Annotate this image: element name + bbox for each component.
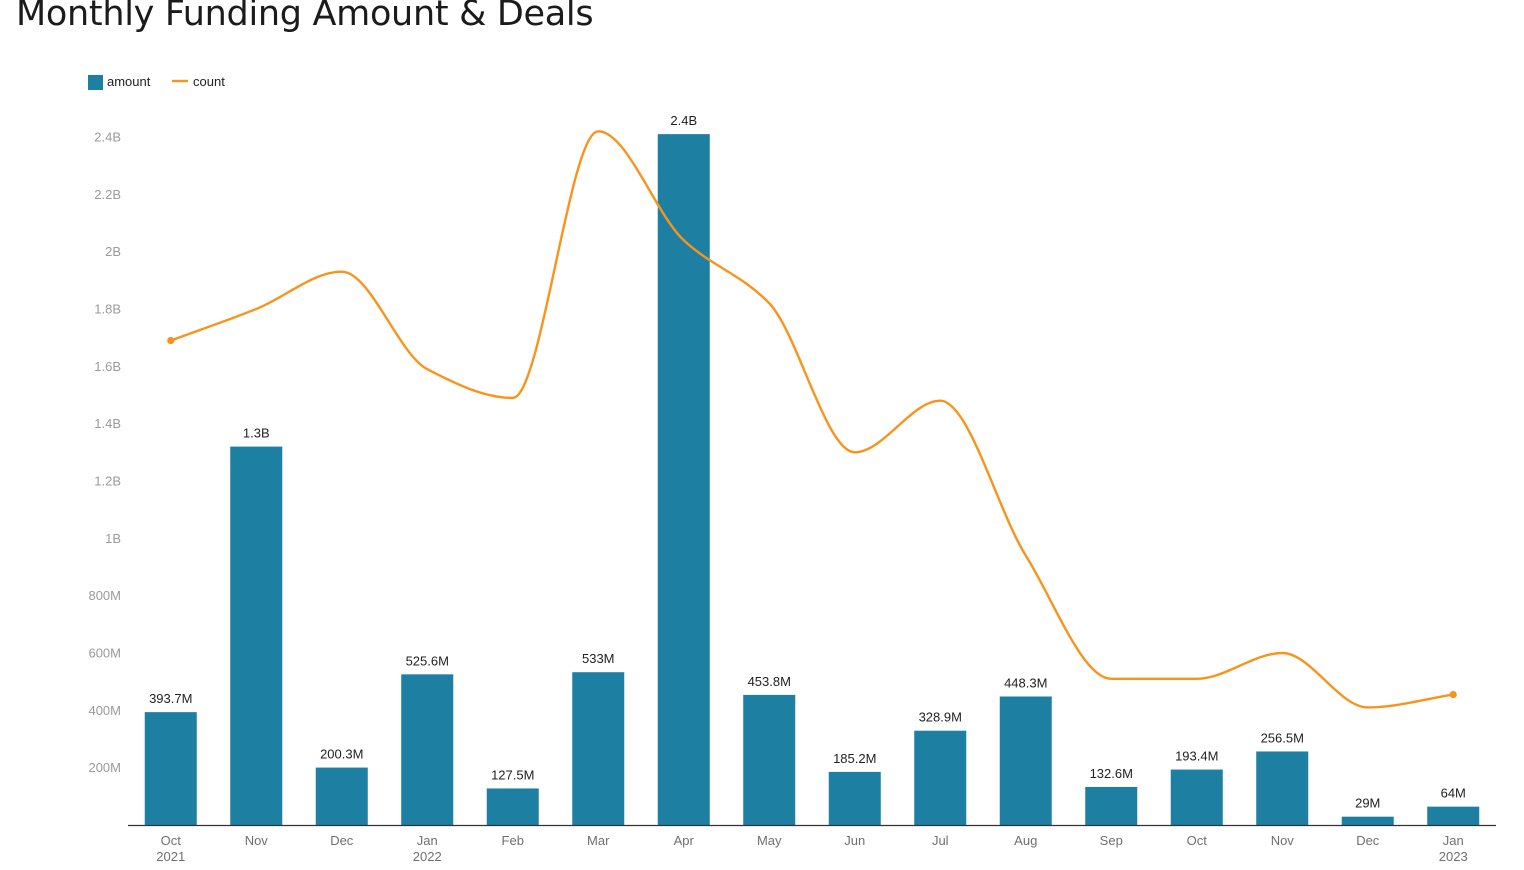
y-tick-label: 1.2B — [94, 474, 121, 489]
chart-title: Monthly Funding Amount & Deals — [16, 0, 594, 34]
x-tick-label: Aug — [1014, 833, 1037, 848]
x-tick-year-label: 2022 — [413, 849, 442, 864]
y-tick-label: 2.2B — [94, 187, 121, 202]
x-tick-label: Jun — [844, 833, 865, 848]
bar — [828, 771, 881, 825]
x-tick-label: Dec — [330, 833, 354, 848]
y-tick-label: 1.4B — [94, 416, 121, 431]
bar-data-label: 29M — [1355, 796, 1380, 811]
bar-data-label: 533M — [582, 651, 615, 666]
x-tick-label: Jan — [417, 833, 438, 848]
bar — [144, 712, 197, 825]
bar-data-label: 200.3M — [320, 747, 363, 762]
bar — [657, 134, 710, 826]
bar — [1256, 751, 1309, 825]
bar — [1427, 806, 1480, 825]
x-tick-year-label: 2023 — [1439, 849, 1468, 864]
x-tick-label: Apr — [674, 833, 695, 848]
bar — [315, 767, 368, 825]
bar-data-label: 448.3M — [1004, 675, 1047, 690]
bar-data-label: 193.4M — [1175, 749, 1218, 764]
bar — [999, 696, 1052, 825]
legend-swatch-amount — [88, 75, 103, 90]
bar-data-label: 127.5M — [491, 767, 534, 782]
x-tick-label: Mar — [587, 833, 610, 848]
y-tick-label: 1B — [105, 531, 121, 546]
bar-data-label: 328.9M — [919, 710, 962, 725]
x-tick-label: Nov — [245, 833, 269, 848]
x-tick-year-label: 2021 — [156, 849, 185, 864]
bar — [401, 674, 454, 825]
y-tick-label: 2B — [105, 244, 121, 259]
bar-data-label: 132.6M — [1090, 766, 1133, 781]
x-tick-label: Jan — [1443, 833, 1464, 848]
x-tick-label: May — [757, 833, 782, 848]
legend-label-amount: amount — [107, 74, 151, 89]
bar-series — [144, 134, 1480, 826]
x-tick-label: Jul — [932, 833, 949, 848]
y-tick-label: 1.6B — [94, 359, 121, 374]
y-tick-label: 600M — [88, 646, 121, 661]
bar — [1341, 816, 1394, 825]
x-tick-label: Oct — [161, 833, 182, 848]
chart-legend: amount count — [88, 74, 225, 90]
y-tick-label: 2.4B — [94, 130, 121, 145]
x-tick-label: Sep — [1100, 833, 1123, 848]
y-tick-label: 800M — [88, 588, 121, 603]
bar-data-label: 453.8M — [748, 674, 791, 689]
bar — [486, 788, 539, 825]
bar — [1085, 786, 1138, 825]
bar-data-label: 1.3B — [243, 426, 270, 441]
bar-data-label: 525.6M — [406, 653, 449, 668]
x-tick-label: Oct — [1187, 833, 1208, 848]
x-tick-label: Feb — [502, 833, 524, 848]
y-tick-label: 400M — [88, 703, 121, 718]
bar — [914, 730, 967, 825]
y-tick-label: 200M — [88, 760, 121, 775]
bar-data-label: 393.7M — [149, 691, 192, 706]
y-axis: 200M 400M 600M 800M 1B 1.2B 1.4B 1.6B 1.8B 2B 2.2B… — [88, 130, 121, 776]
bar-data-label: 64M — [1441, 786, 1466, 801]
bar — [230, 446, 283, 825]
bar — [572, 672, 625, 825]
data-labels: 393.7M 1.3B 200.3M 525.6M 127.5M 533M 2.4B 453.… — [149, 113, 1466, 811]
line-series — [167, 130, 1457, 709]
x-tick-label: Dec — [1356, 833, 1380, 848]
bar — [743, 694, 796, 825]
y-tick-label: 1.8B — [94, 302, 121, 317]
legend-label-count: count — [193, 74, 225, 89]
x-tick-label: Nov — [1271, 833, 1295, 848]
bar-data-label: 2.4B — [670, 113, 697, 128]
count-line-end-point — [1449, 690, 1457, 699]
bar — [1170, 769, 1223, 825]
count-line-start-point — [167, 336, 175, 345]
bar-data-label: 185.2M — [833, 751, 876, 766]
count-line — [169, 130, 1455, 709]
bar-data-label: 256.5M — [1261, 730, 1304, 745]
